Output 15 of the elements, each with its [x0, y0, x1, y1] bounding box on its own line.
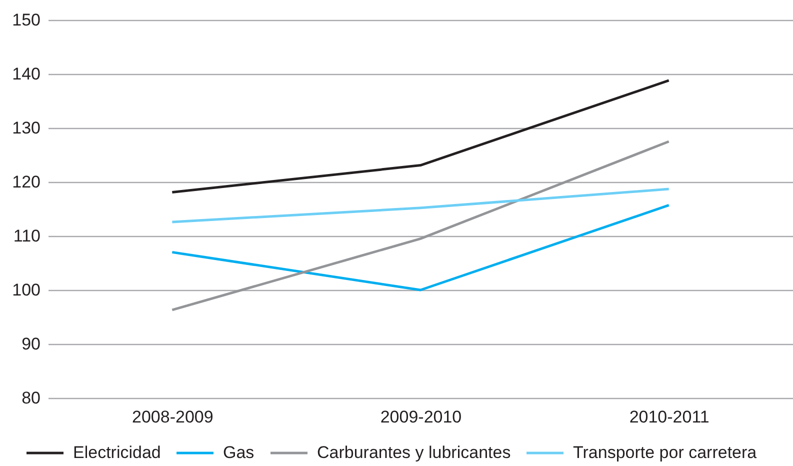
x-tick-label: 2008-2009	[132, 408, 214, 426]
y-tick-label: 140	[12, 64, 40, 84]
y-tick-label: 100	[12, 280, 40, 300]
y-tick-label: 80	[22, 388, 40, 408]
legend-label: Gas	[223, 443, 254, 462]
x-tick-label: 2010-2011	[629, 408, 710, 426]
y-tick-label: 120	[12, 172, 40, 192]
legend-label: Electricidad	[73, 443, 161, 462]
legend-label: Carburantes y lubricantes	[317, 443, 511, 462]
y-tick-label: 130	[12, 118, 40, 138]
y-tick-label: 150	[12, 10, 40, 30]
legend-label: Transporte por carretera	[573, 443, 758, 462]
y-tick-label: 90	[22, 334, 40, 354]
y-tick-label: 110	[13, 226, 40, 246]
x-tick-label: 2009-2010	[380, 408, 462, 426]
